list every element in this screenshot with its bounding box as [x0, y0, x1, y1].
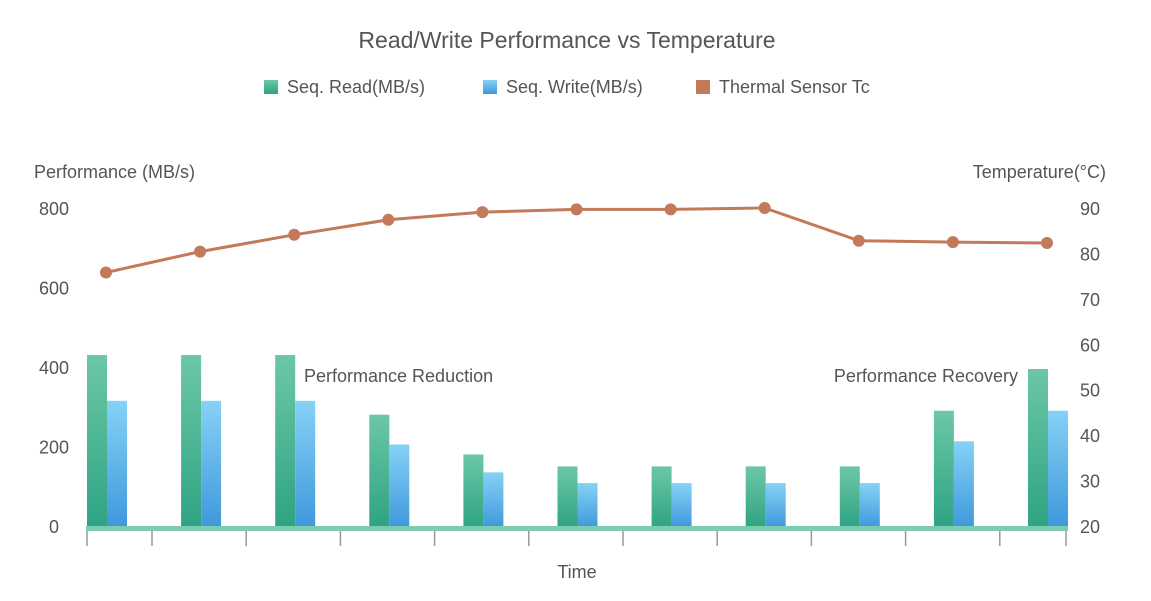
bar-seq-read [933, 410, 954, 528]
annotation-performance-recovery: Performance Recovery [834, 366, 1018, 386]
temperature-point [946, 236, 959, 249]
legend-label-temp: Thermal Sensor Tc [719, 77, 870, 97]
temperature-point [852, 234, 865, 247]
y2-tick-label: 60 [1080, 335, 1100, 355]
bar-seq-read [369, 414, 390, 528]
x-axis-ticks [86, 531, 1067, 546]
bar-seq-read [839, 466, 860, 528]
temperature-line [105, 206, 1048, 274]
y2-tick-label: 50 [1080, 381, 1100, 401]
bar-seq-write [389, 444, 410, 528]
bar-seq-read [1028, 368, 1048, 528]
bar-seq-read [651, 466, 672, 528]
x-axis-baseline [86, 526, 1068, 531]
temperature-point [664, 203, 677, 216]
temperature-point [1041, 236, 1053, 249]
y2-tick-label: 40 [1080, 426, 1100, 446]
bar-seq-read [557, 466, 578, 528]
bar-seq-write [483, 472, 504, 528]
bar-seq-write [859, 483, 880, 528]
y-axis-title: Performance (MB/s) [34, 162, 195, 182]
legend-item-temp: Thermal Sensor Tc [696, 77, 870, 97]
temperature-points [100, 202, 1053, 279]
y-tick-label: 200 [39, 438, 69, 458]
y-axis-ticks: 0 200 400 600 800 [39, 199, 69, 537]
legend-label-write: Seq. Write(MB/s) [506, 77, 643, 97]
temperature-point [100, 266, 112, 279]
legend: Seq. Read(MB/s) Seq. Write(MB/s) Thermal… [264, 77, 870, 97]
bar-seq-write [671, 483, 692, 528]
chart-title: Read/Write Performance vs Temperature [358, 27, 775, 53]
bar-seq-write [765, 483, 786, 528]
bar-seq-read [745, 466, 766, 528]
bar-seq-read [181, 355, 202, 528]
y2-axis-title: Temperature(°C) [973, 162, 1106, 182]
legend-swatch-write [483, 80, 497, 94]
y2-axis-ticks: 20 30 40 50 60 70 80 90 [1080, 199, 1100, 537]
y2-tick-label: 70 [1080, 290, 1100, 310]
y2-tick-label: 90 [1080, 199, 1100, 219]
temperature-point [382, 213, 395, 226]
bar-seq-read [87, 355, 107, 528]
y-tick-label: 400 [39, 358, 69, 378]
bar-seq-write [577, 483, 598, 528]
y2-tick-label: 30 [1080, 472, 1100, 492]
y2-tick-label: 20 [1080, 517, 1100, 537]
temperature-point [758, 202, 771, 214]
y-tick-label: 0 [49, 517, 59, 537]
legend-swatch-read [264, 80, 278, 94]
x-axis-title: Time [557, 562, 596, 582]
bar-seq-write [953, 441, 974, 528]
temperature-point [570, 203, 583, 216]
legend-item-write: Seq. Write(MB/s) [483, 77, 643, 97]
bar-seq-write [295, 400, 316, 528]
y-tick-label: 800 [39, 199, 69, 219]
legend-label-read: Seq. Read(MB/s) [287, 77, 425, 97]
legend-swatch-temp [696, 80, 710, 94]
y2-tick-label: 80 [1080, 244, 1100, 264]
temperature-point [288, 228, 301, 241]
legend-item-read: Seq. Read(MB/s) [264, 77, 425, 97]
bar-seq-write [107, 400, 127, 528]
bar-seq-read [463, 454, 484, 528]
temperature-point [194, 245, 207, 258]
bar-seq-write [1048, 410, 1068, 528]
y-tick-label: 600 [39, 279, 69, 299]
bar-seq-read [275, 355, 296, 528]
bars [87, 355, 1068, 528]
temperature-point [476, 206, 489, 219]
annotation-performance-reduction: Performance Reduction [304, 366, 493, 386]
bar-seq-write [201, 400, 222, 528]
